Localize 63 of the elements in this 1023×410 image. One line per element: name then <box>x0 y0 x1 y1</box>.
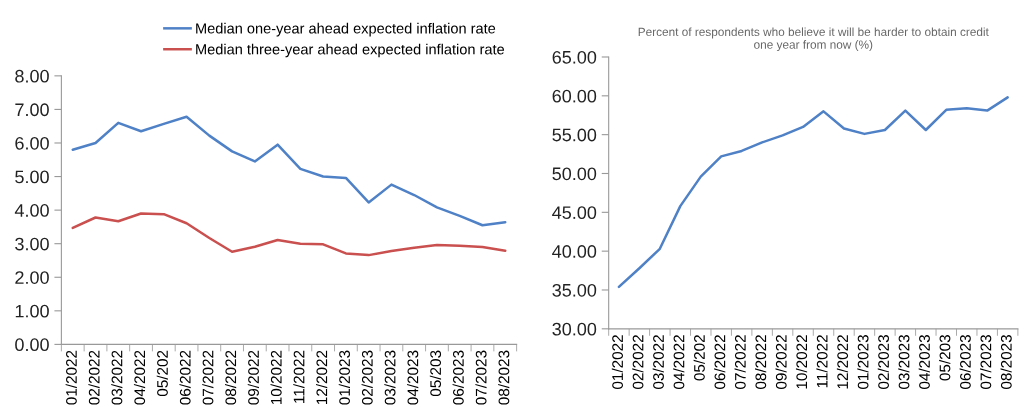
x-tick-label: 10/2022 <box>270 350 282 405</box>
x-tick-label: 06/2023 <box>452 350 464 405</box>
line-series <box>617 96 1009 289</box>
x-tick-label: 07/2023 <box>980 335 992 389</box>
x-tick-label: 09/2022 <box>775 335 787 389</box>
x-tick-label: 01/2023 <box>857 335 869 389</box>
y-tick-label: 30.00 <box>552 322 597 336</box>
y-tick-label: 7.00 <box>15 103 49 117</box>
y-tick-label: 8.00 <box>15 69 49 83</box>
x-tick-label: 05/203 <box>939 335 951 381</box>
x-tick-label: 05/203 <box>429 350 442 397</box>
y-tick-label: 6.00 <box>15 136 49 150</box>
x-tick-label: 01/2022 <box>611 335 624 389</box>
y-tick-label: 0.00 <box>15 338 49 352</box>
x-tick-label: 06/2022 <box>714 335 726 389</box>
x-tick-label: 11/2022 <box>293 350 305 403</box>
y-tick-label: 55.00 <box>552 128 597 142</box>
y-tick-label: 2.00 <box>15 271 49 284</box>
y-tick-label: 40.00 <box>552 245 597 258</box>
x-tick-label: 07/2023 <box>475 350 487 405</box>
x-tick-label: 05/202 <box>156 350 168 397</box>
x-tick-label: 09/2022 <box>247 350 259 405</box>
x-tick-label: 04/2022 <box>673 335 685 389</box>
x-tick-label: 02/2022 <box>632 335 644 389</box>
x-tick-label: 11/2022 <box>816 335 828 388</box>
line-series <box>71 115 507 227</box>
x-tick-label: 08/2023 <box>498 350 510 405</box>
x-tick-label: 01/2022 <box>65 350 77 405</box>
x-tick-label: 03/2023 <box>898 335 910 389</box>
legend-label: Median one-year ahead expected inflation rate <box>196 22 496 37</box>
y-tick-label: 35.00 <box>552 283 597 297</box>
y-tick-label: 4.00 <box>14 204 49 217</box>
x-tick-label: 12/2022 <box>316 350 328 405</box>
x-tick-label: 03/2023 <box>384 350 396 405</box>
x-tick-label: 08/2022 <box>755 335 767 389</box>
x-tick-label: 01/2023 <box>338 350 350 405</box>
line-series <box>71 212 507 257</box>
y-tick-label: 60.00 <box>552 89 597 103</box>
x-tick-label: 08/2022 <box>224 350 237 405</box>
x-tick-label: 05/202 <box>693 335 705 381</box>
x-tick-label: 08/2023 <box>1000 335 1012 389</box>
x-tick-label: 02/2023 <box>361 350 373 405</box>
chart-title: Percent of respondents who believe it will be harder to obtain credit one year from now (%) <box>638 27 989 52</box>
y-tick-label: 3.00 <box>15 237 49 251</box>
y-tick-label: 1.00 <box>15 304 49 318</box>
x-tick-label: 06/2022 <box>179 350 191 405</box>
legend-label: Median three-year ahead expected inflation rate <box>196 43 505 58</box>
x-tick-label: 03/2022 <box>111 350 123 405</box>
y-tick-label: 50.00 <box>552 167 597 181</box>
x-tick-label: 02/2022 <box>88 350 100 405</box>
x-tick-label: 02/2023 <box>877 335 889 389</box>
x-tick-label: 06/2023 <box>959 335 971 389</box>
x-tick-label: 04/2023 <box>918 335 930 389</box>
x-tick-label: 10/2022 <box>795 335 808 389</box>
x-tick-label: 04/2022 <box>133 350 146 405</box>
x-tick-label: 12/2022 <box>836 335 849 389</box>
x-tick-label: 07/2022 <box>202 350 214 405</box>
x-tick-label: 07/2022 <box>734 335 746 389</box>
y-tick-label: 65.00 <box>552 50 597 64</box>
x-tick-label: 04/2023 <box>407 350 419 405</box>
y-tick-label: 5.00 <box>15 170 49 184</box>
y-tick-label: 45.00 <box>552 206 597 220</box>
x-tick-label: 03/2022 <box>652 335 664 389</box>
